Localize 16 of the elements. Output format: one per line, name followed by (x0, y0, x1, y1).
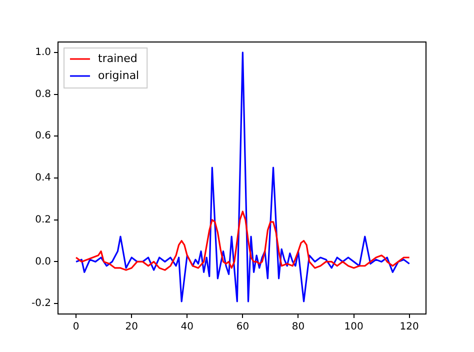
y-tick-label: 1.0 (35, 47, 51, 58)
y-tick-label: 0.4 (35, 172, 51, 184)
x-tick-label: 80 (292, 322, 305, 333)
x-tick-label: 0 (72, 322, 80, 333)
x-tick-label: 120 (400, 322, 419, 333)
y-tick-label: -0.2 (31, 298, 51, 310)
x-tick-label: 100 (344, 322, 364, 333)
y-tick-label: 0.0 (35, 256, 51, 268)
y-tick-label: 0.8 (35, 88, 51, 100)
x-tick-label: 20 (125, 322, 138, 333)
legend-label: trained (98, 52, 138, 65)
y-tick-label: 0.6 (35, 130, 51, 142)
x-tick-label: 60 (236, 322, 250, 333)
y-tick-label: 0.2 (35, 214, 51, 226)
legend-label: original (98, 68, 140, 82)
x-tick-label: 40 (180, 322, 194, 333)
